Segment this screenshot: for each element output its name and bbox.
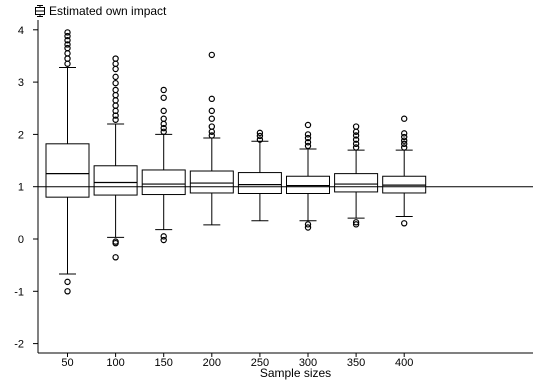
outlier-point: [64, 278, 71, 286]
outlier-point: [208, 107, 215, 115]
outlier-point: [352, 219, 360, 226]
outlier-point: [352, 136, 360, 143]
outlier-point: [401, 133, 408, 141]
box-iqr: [45, 143, 90, 198]
outlier-point: [64, 29, 71, 36]
outlier-point: [64, 32, 71, 40]
outlier-point: [208, 115, 215, 122]
x-tick-label: 350: [347, 357, 365, 369]
outlier-point: [64, 41, 71, 48]
outlier-point: [401, 220, 408, 227]
chart-legend: Estimated own impact: [35, 3, 166, 19]
outlier-point: [64, 37, 71, 44]
outlier-point: [352, 221, 360, 228]
outlier-point: [160, 115, 167, 122]
outlier-point: [208, 123, 215, 130]
outlier-point: [112, 60, 119, 67]
box-iqr: [286, 175, 330, 194]
x-tick-label: 200: [203, 357, 221, 369]
outlier-point: [304, 224, 312, 231]
outlier-point: [256, 136, 264, 143]
outlier-point: [401, 115, 408, 122]
outlier-point: [112, 86, 119, 94]
outlier-point: [112, 91, 119, 99]
x-tick-label: 150: [155, 357, 173, 369]
outlier-point: [208, 95, 215, 103]
outlier-point: [64, 55, 71, 62]
outlier-point: [208, 51, 215, 59]
outlier-point: [304, 139, 312, 146]
outlier-point: [401, 130, 408, 137]
y-tick-label: 2: [18, 129, 24, 141]
outlier-point: [256, 129, 264, 137]
outlier-point: [304, 221, 312, 228]
outlier-point: [64, 60, 71, 67]
box-iqr: [334, 173, 379, 193]
box-iqr: [93, 165, 138, 196]
outlier-point: [352, 140, 360, 148]
outlier-point: [112, 73, 119, 81]
outlier-point: [401, 140, 408, 148]
outlier-point: [160, 233, 167, 240]
y-tick-label: 0: [18, 234, 24, 246]
outlier-point: [304, 134, 312, 142]
box-legend-icon: [35, 5, 45, 17]
y-tick-label: -2: [14, 339, 24, 351]
outlier-point: [112, 97, 119, 104]
outlier-point: [401, 144, 408, 151]
outlier-point: [112, 102, 119, 109]
box-iqr: [141, 169, 186, 196]
outlier-point: [352, 128, 360, 135]
outlier-point: [64, 44, 71, 52]
y-tick-label: 4: [18, 25, 24, 37]
outlier-point: [160, 124, 167, 132]
outlier-point: [112, 239, 119, 247]
outlier-point: [160, 236, 167, 244]
y-tick-label: 3: [18, 77, 24, 89]
outlier-point: [112, 116, 119, 123]
outlier-point: [160, 128, 167, 135]
outlier-point: [352, 123, 360, 130]
outlier-point: [112, 79, 119, 87]
x-tick-label: 400: [395, 357, 413, 369]
y-tick-label: 1: [18, 182, 24, 194]
outlier-point: [112, 65, 119, 73]
x-tick-label: 250: [251, 357, 269, 369]
outlier-point: [112, 254, 119, 261]
outlier-point: [352, 144, 360, 151]
outlier-point: [304, 142, 312, 150]
outlier-point: [208, 132, 215, 139]
y-tick-label: -1: [14, 286, 24, 298]
outlier-point: [304, 121, 312, 129]
outlier-point: [64, 288, 71, 295]
box-iqr: [189, 170, 234, 194]
outlier-point: [304, 131, 312, 138]
x-tick-label: 50: [61, 357, 73, 369]
outlier-point: [256, 132, 264, 140]
outlier-point: [64, 50, 71, 57]
x-tick-label: 300: [299, 357, 317, 369]
box-iqr: [237, 172, 282, 194]
outlier-point: [352, 132, 360, 139]
outlier-point: [160, 107, 167, 115]
legend-label: Estimated own impact: [49, 4, 167, 18]
outlier-point: [208, 128, 215, 135]
outlier-point: [401, 137, 408, 144]
x-axis-title: Sample sizes: [260, 366, 331, 380]
outlier-point: [160, 94, 167, 101]
outlier-point: [112, 55, 119, 62]
outlier-point: [160, 86, 167, 94]
x-tick-label: 100: [106, 357, 124, 369]
